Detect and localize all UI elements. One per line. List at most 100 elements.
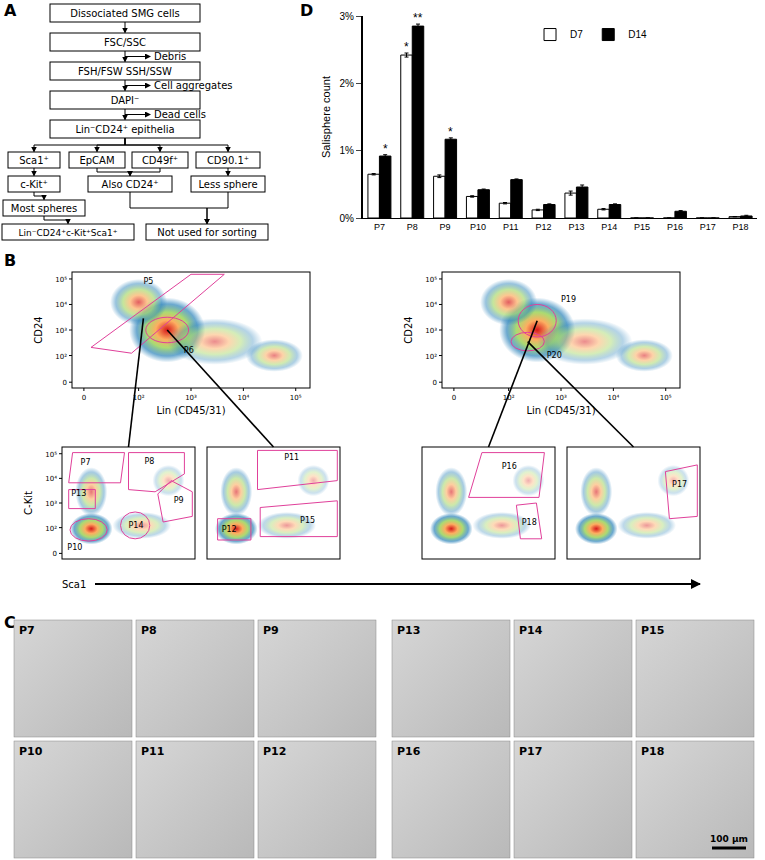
svg-text:Most spheres: Most spheres: [11, 203, 77, 214]
svg-text:10⁵: 10⁵: [45, 451, 57, 459]
svg-text:P7: P7: [374, 222, 385, 232]
svg-text:P10: P10: [470, 222, 486, 232]
svg-text:P12: P12: [263, 745, 286, 758]
svg-text:10³: 10³: [425, 327, 437, 335]
svg-text:Cell aggregates: Cell aggregates: [154, 80, 233, 91]
svg-text:10⁵: 10⁵: [660, 394, 672, 402]
svg-text:P10: P10: [19, 745, 43, 758]
svg-text:CD49f⁺: CD49f⁺: [142, 155, 178, 166]
svg-text:CD24: CD24: [403, 316, 414, 343]
svg-text:Dissociated SMG cells: Dissociated SMG cells: [70, 8, 179, 19]
svg-text:P18: P18: [522, 518, 537, 527]
svg-text:P18: P18: [733, 222, 749, 232]
svg-text:A: A: [4, 1, 17, 20]
svg-text:P8: P8: [407, 222, 418, 232]
svg-text:P17: P17: [672, 480, 687, 489]
svg-text:P18: P18: [641, 745, 664, 758]
svg-text:10⁴: 10⁴: [238, 394, 250, 402]
svg-text:P16: P16: [667, 222, 683, 232]
svg-text:P16: P16: [397, 745, 421, 758]
svg-text:0: 0: [82, 394, 86, 402]
svg-text:Lin⁻CD24⁺ epithelia: Lin⁻CD24⁺ epithelia: [75, 124, 174, 135]
svg-text:10⁴: 10⁴: [608, 394, 620, 402]
svg-text:Salisphere count: Salisphere count: [320, 76, 332, 158]
svg-text:10³: 10³: [555, 394, 567, 402]
svg-text:P8: P8: [141, 624, 157, 637]
svg-text:Debris: Debris: [154, 51, 186, 62]
svg-text:10⁵: 10⁵: [290, 394, 302, 402]
svg-text:EpCAM: EpCAM: [79, 155, 114, 166]
svg-text:P9: P9: [263, 624, 279, 637]
svg-text:*: *: [404, 40, 409, 54]
svg-text:1%: 1%: [340, 145, 355, 156]
svg-text:0: 0: [53, 550, 57, 558]
svg-text:Also CD24⁺: Also CD24⁺: [102, 179, 159, 190]
svg-text:P15: P15: [300, 516, 315, 525]
svg-text:FSC/SSC: FSC/SSC: [104, 37, 146, 48]
svg-text:2%: 2%: [340, 78, 355, 89]
svg-text:D7: D7: [570, 29, 583, 40]
svg-text:P13: P13: [397, 624, 420, 637]
svg-text:P5: P5: [143, 277, 153, 286]
svg-text:FSH/FSW SSH/SSW: FSH/FSW SSH/SSW: [78, 66, 172, 77]
svg-text:Sca1⁺: Sca1⁺: [19, 155, 49, 166]
svg-text:CD90.1⁺: CD90.1⁺: [207, 155, 249, 166]
svg-text:0: 0: [433, 379, 437, 387]
svg-text:Lin⁻CD24⁺c-Kit⁺Sca1⁺: Lin⁻CD24⁺c-Kit⁺Sca1⁺: [19, 228, 118, 238]
svg-text:P11: P11: [141, 745, 164, 758]
svg-text:**: **: [413, 11, 423, 25]
svg-text:P10: P10: [67, 543, 82, 552]
svg-text:*: *: [448, 125, 453, 139]
svg-text:P12: P12: [222, 525, 237, 534]
svg-text:C-Kit: C-Kit: [23, 491, 34, 515]
svg-text:10²: 10²: [425, 353, 437, 361]
svg-text:10³: 10³: [185, 394, 197, 402]
svg-text:0%: 0%: [340, 213, 355, 224]
svg-text:P20: P20: [547, 351, 562, 360]
svg-text:10⁵: 10⁵: [55, 276, 67, 284]
svg-text:P11: P11: [503, 222, 518, 232]
svg-text:Not used for sorting: Not used for sorting: [157, 227, 257, 238]
svg-text:P14: P14: [519, 624, 543, 637]
svg-text:P9: P9: [174, 496, 184, 505]
svg-text:Lin (CD45/31): Lin (CD45/31): [156, 405, 225, 416]
svg-text:CD24: CD24: [33, 316, 44, 343]
svg-text:P16: P16: [502, 462, 517, 471]
svg-text:c-Kit⁺: c-Kit⁺: [20, 179, 48, 190]
svg-text:P12: P12: [536, 222, 552, 232]
svg-text:P17: P17: [519, 745, 542, 758]
svg-text:P11: P11: [284, 453, 299, 462]
svg-text:Lin (CD45/31): Lin (CD45/31): [526, 405, 595, 416]
svg-text:D: D: [300, 1, 313, 20]
svg-text:DAPI⁻: DAPI⁻: [111, 95, 140, 106]
svg-text:0: 0: [63, 379, 67, 387]
svg-text:P14: P14: [601, 222, 617, 232]
svg-text:10⁵: 10⁵: [425, 276, 437, 284]
svg-text:P13: P13: [568, 222, 584, 232]
svg-text:P19: P19: [561, 295, 576, 304]
svg-text:P15: P15: [634, 222, 650, 232]
svg-text:P17: P17: [700, 222, 716, 232]
svg-text:P9: P9: [440, 222, 451, 232]
svg-text:10³: 10³: [45, 500, 57, 508]
svg-text:P7: P7: [19, 624, 35, 637]
svg-text:0: 0: [452, 394, 456, 402]
svg-text:100 μm: 100 μm: [710, 834, 748, 844]
svg-text:P15: P15: [641, 624, 664, 637]
svg-text:10²: 10²: [45, 525, 57, 533]
svg-text:*: *: [383, 142, 388, 156]
svg-text:P7: P7: [81, 458, 91, 467]
svg-text:3%: 3%: [340, 11, 355, 22]
svg-text:10⁴: 10⁴: [55, 301, 67, 309]
svg-text:Less sphere: Less sphere: [198, 179, 257, 190]
svg-text:D14: D14: [628, 29, 647, 40]
svg-text:Sca1: Sca1: [62, 579, 86, 590]
svg-text:B: B: [4, 251, 16, 270]
svg-text:P8: P8: [144, 457, 154, 466]
svg-text:10³: 10³: [55, 327, 67, 335]
svg-text:10⁴: 10⁴: [45, 475, 57, 483]
svg-text:P14: P14: [129, 521, 144, 530]
svg-text:Dead cells: Dead cells: [154, 109, 206, 120]
svg-text:P13: P13: [71, 489, 86, 498]
svg-text:10²: 10²: [55, 353, 67, 361]
